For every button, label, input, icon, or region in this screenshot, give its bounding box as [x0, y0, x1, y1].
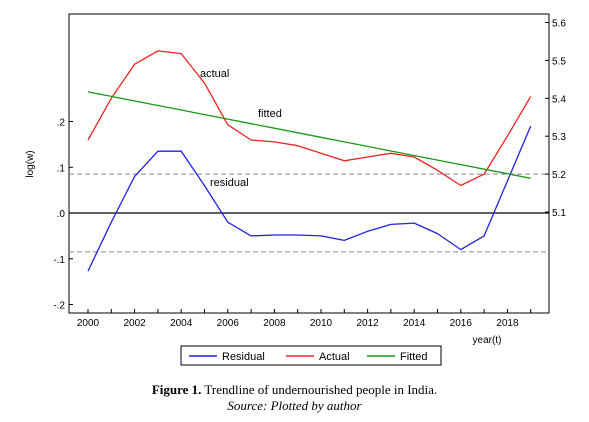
annotation-actual: actual	[200, 68, 229, 80]
left-tick-label: -.2	[53, 301, 65, 312]
y-axis-label: log(w)	[25, 150, 36, 177]
x-tick-label: 2016	[450, 318, 473, 329]
right-tick-label: 5.3	[552, 132, 566, 143]
left-tick-label: .0	[57, 209, 66, 220]
right-tick-label: 5.5	[552, 56, 566, 67]
series-line-residual	[87, 125, 532, 272]
x-tick-label: 2014	[403, 318, 426, 329]
series-line-actual	[87, 50, 532, 187]
caption-title-line: Figure 1. Trendline of undernourished pe…	[0, 382, 589, 398]
figure-label: Figure 1.	[151, 382, 202, 397]
figure-caption: Figure 1. Trendline of undernourished pe…	[0, 382, 589, 414]
x-tick-label: 2008	[263, 318, 286, 329]
legend-label-residual: Residual	[222, 351, 265, 363]
x-tick-label: 2012	[356, 318, 379, 329]
line-chart: -.2 -.1 .0 .1 .2 5.1 5.2 5.3 5.4 5.5 5.6 2000 2002…	[25, 13, 566, 366]
right-tick-label: 5.1	[552, 208, 566, 219]
legend-label-actual: Actual	[319, 351, 350, 363]
legend-label-fitted: Fitted	[400, 351, 428, 363]
x-tick-label: 2006	[217, 318, 240, 329]
annotation-fitted: fitted	[258, 108, 282, 120]
legend: Residual Actual Fitted	[180, 345, 442, 366]
figure-title: Trendline of undernourished people in In…	[204, 382, 438, 397]
x-tick-label: 2002	[123, 318, 146, 329]
x-tick-label: 2018	[496, 318, 519, 329]
left-tick-label: .1	[57, 163, 66, 174]
right-tick-label: 5.2	[552, 170, 566, 181]
series-line-fitted	[87, 91, 531, 179]
left-tick-label: -.1	[53, 255, 65, 266]
x-tick-label: 2004	[170, 318, 193, 329]
x-tick-label: 2000	[77, 318, 100, 329]
right-tick-label: 5.6	[552, 19, 566, 30]
x-axis-label: year(t)	[473, 335, 502, 346]
x-tick-label: 2010	[310, 318, 333, 329]
annotation-residual: residual	[210, 177, 249, 189]
figure-source: Source: Plotted by author	[227, 398, 362, 413]
plot-frame	[68, 13, 550, 314]
right-tick-label: 5.4	[552, 94, 566, 105]
left-tick-label: .2	[57, 118, 66, 129]
